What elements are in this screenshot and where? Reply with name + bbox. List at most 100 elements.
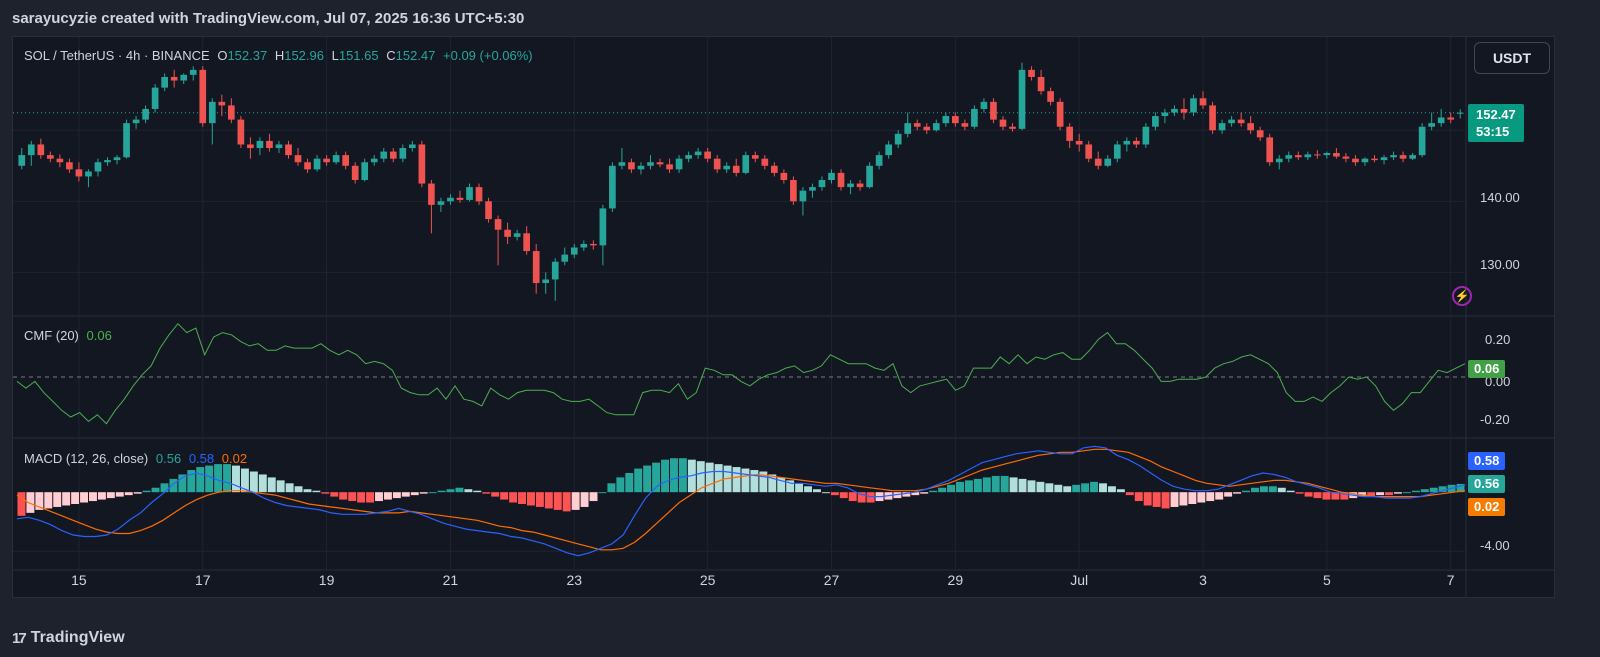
macd-hist-bar-106 (964, 480, 973, 493)
candle-body-66 (647, 162, 654, 166)
candle-body-59 (580, 243, 588, 248)
candle-body-61 (599, 208, 607, 246)
macd-hist-bar-113 (1027, 480, 1036, 493)
candle-body-3 (47, 155, 54, 159)
macd-hist-bar-124 (1125, 492, 1134, 496)
macd-legend: MACD (12, 26, close) 0.56 0.58 0.02 (24, 451, 251, 466)
close-label: C (386, 48, 396, 63)
macd-hist-bar-135 (1224, 492, 1233, 497)
candle-body-15 (161, 76, 168, 88)
candle-body-97 (942, 116, 950, 124)
macd-hist-bar-105 (956, 481, 964, 493)
macd-hist-bar-136 (1233, 492, 1242, 494)
candle-body-47 (466, 187, 473, 200)
cmf-name[interactable]: CMF (20) (24, 328, 79, 343)
candle-body-145 (1399, 155, 1407, 159)
chart-attribution: sarayucyzie created with TradingView.com… (12, 10, 525, 27)
chart-canvas[interactable] (13, 37, 1554, 597)
candle-body-57 (561, 254, 569, 262)
candle-body-119 (1152, 116, 1159, 127)
macd-hist-bar-98 (893, 492, 902, 499)
macd-tick-low: -4.00 (1480, 538, 1510, 553)
macd-hist-bar-137 (1242, 490, 1250, 493)
macd-hist-bar-109 (991, 475, 1000, 493)
candle-body-96 (932, 123, 940, 131)
macd-hist-bar-83 (759, 471, 768, 493)
candle-body-113 (1094, 158, 1102, 166)
candle-body-39 (389, 151, 397, 159)
macd-hist-bar-154 (1393, 492, 1402, 494)
cmf-value: 0.06 (86, 328, 112, 343)
candle-body-83 (809, 187, 816, 191)
footer-brand: 17 TradingView (12, 629, 125, 647)
candle-body-124 (1199, 98, 1207, 106)
candle-body-103 (999, 119, 1007, 127)
candle-body-118 (1142, 126, 1150, 145)
macd-hist-bar-62 (571, 492, 580, 510)
macd-hist-bar-45 (419, 492, 428, 494)
candle-body-72 (704, 151, 711, 159)
candle-body-40 (399, 148, 407, 159)
currency-button[interactable]: USDT (1474, 42, 1550, 74)
macd-name[interactable]: MACD (12, 26, close) (24, 451, 149, 466)
candle-body-127 (1228, 119, 1235, 124)
candle-body-45 (447, 197, 454, 202)
macd-hist-bar-156 (1411, 490, 1420, 493)
candle-body-111 (1075, 140, 1083, 145)
chart-frame[interactable]: SOL / TetherUS · 4h · BINANCE O152.37 H1… (12, 36, 1555, 598)
candle-body-16 (170, 76, 178, 81)
candle-body-95 (923, 126, 931, 131)
macd-hist-bar-46 (428, 492, 437, 494)
macd-hist-bar-15 (151, 487, 160, 493)
brand-name: TradingView (30, 629, 125, 646)
candle-body-25 (256, 140, 264, 149)
candle-body-115 (1113, 144, 1121, 159)
symbol-label[interactable]: SOL / TetherUS · 4h · BINANCE (24, 48, 210, 63)
candle-body-10 (113, 157, 121, 161)
macd-hist-bar-122 (1107, 486, 1116, 493)
candle-body-75 (732, 165, 740, 173)
macd-hist-bar-27 (258, 474, 267, 493)
candle-body-87 (847, 183, 854, 188)
macd-hist-bar-153 (1385, 492, 1393, 496)
x-tick-label-6: 27 (823, 572, 840, 588)
candle-body-70 (685, 155, 692, 159)
candle-body-55 (542, 279, 550, 284)
candle-body-114 (1104, 158, 1112, 166)
lightning-icon[interactable]: ⚡ (1452, 286, 1472, 306)
macd-hist-bar-71 (652, 462, 661, 493)
candle-body-78 (761, 158, 769, 166)
macd-hist-bar-3 (44, 492, 53, 509)
macd-hist-bar-147 (1331, 492, 1340, 500)
macd-hist-bar-58 (535, 492, 544, 507)
candle-body-122 (1180, 108, 1188, 113)
candle-body-27 (275, 144, 283, 149)
x-tick-label-8: Jul (1070, 572, 1089, 588)
macd-hist-bar-21 (205, 465, 214, 493)
candle-body-144 (1390, 155, 1397, 158)
macd-hist-bar-55 (509, 492, 518, 503)
macd-hist-bar-146 (1322, 492, 1331, 500)
candle-body-81 (790, 180, 797, 202)
candle-body-38 (380, 151, 388, 159)
candle-body-86 (837, 172, 845, 188)
candle-body-90 (875, 155, 883, 166)
price-change: +0.09 (+0.06%) (443, 48, 533, 63)
candle-body-28 (285, 144, 292, 156)
candle-body-35 (351, 165, 359, 180)
candle-body-46 (456, 197, 464, 200)
macd-hist-bar-74 (678, 458, 687, 493)
macd-hist-bar-116 (1054, 484, 1063, 493)
macd-hist-bar-24 (232, 465, 240, 493)
macd-hist-bar-115 (1045, 483, 1054, 493)
macd-hist-bar-49 (455, 487, 464, 493)
candle-body-12 (132, 119, 140, 124)
macd-hist-bar-114 (1036, 481, 1045, 493)
x-tick-label-4: 23 (566, 572, 583, 588)
candle-body-33 (332, 155, 340, 163)
candle-body-107 (1037, 76, 1045, 92)
macd-hist-bar-127 (1152, 492, 1161, 507)
candle-body-62 (609, 165, 616, 209)
macd-hist-bar-39 (366, 492, 375, 503)
macd-hist-bar-26 (249, 471, 258, 493)
